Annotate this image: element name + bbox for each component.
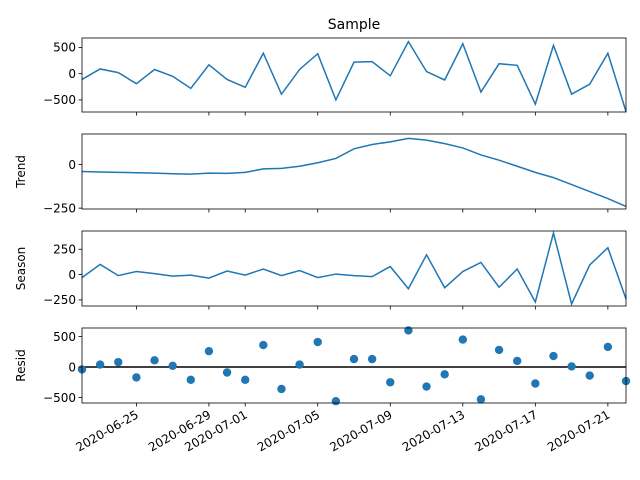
- panel-resid-point: [603, 342, 613, 352]
- panel-resid-point: [476, 395, 486, 404]
- xtick-label: 2020-07-17: [472, 407, 539, 454]
- panel-resid-point: [114, 357, 123, 367]
- panel-season-ytick-label: 250: [53, 243, 76, 257]
- xtick-label: 2020-07-09: [327, 407, 394, 454]
- xtick-label: 2020-07-05: [255, 407, 322, 454]
- panel-resid-point: [440, 370, 449, 379]
- panel-observed-series-line: [81, 40, 627, 112]
- panel-resid-ytick-label: 500: [53, 330, 76, 344]
- xtick-label: 2020-07-13: [400, 407, 467, 454]
- panel-observed-ytick-label: −500: [43, 93, 76, 107]
- panel-resid-point: [132, 373, 141, 382]
- panel-resid-point: [204, 346, 214, 356]
- panel-trend-ytick-label: −250: [43, 201, 76, 215]
- panel-trend-series-line: [81, 137, 627, 208]
- panel-resid-point: [259, 340, 268, 350]
- xtick-label: 2020-06-25: [73, 407, 140, 454]
- panel-resid-point: [95, 360, 105, 369]
- panel-resid-ytick-label: 0: [68, 360, 76, 374]
- panel-trend-ytick-label: 0: [68, 158, 76, 172]
- panel-resid-point: [349, 354, 359, 364]
- panel-resid-point: [331, 396, 341, 406]
- panel-trend-frame: [81, 133, 627, 210]
- panel-resid-point: [367, 354, 377, 364]
- panel-observed-ytick-label: 500: [53, 41, 76, 55]
- panel-resid-point: [186, 375, 195, 385]
- panel-resid-point: [150, 356, 159, 365]
- panel-resid-point: [567, 362, 576, 371]
- panel-resid-point: [277, 384, 286, 394]
- panel-resid-point: [222, 368, 232, 377]
- panel-resid-point: [386, 378, 395, 387]
- panel-resid-point: [513, 356, 522, 366]
- panel-season-ytick-label: −250: [43, 293, 76, 307]
- panel-season-frame: [81, 230, 627, 307]
- panel-resid-ytick-label: −500: [43, 391, 76, 405]
- panel-resid-point: [494, 345, 504, 355]
- panel-observed-frame: [81, 37, 627, 113]
- panel-resid-point: [313, 337, 322, 347]
- panel-season-ylabel: Season: [14, 247, 28, 291]
- panel-resid-point: [585, 371, 594, 380]
- panel-resid-point: [404, 326, 413, 335]
- panel-resid-ylabel: Resid: [14, 349, 28, 381]
- panel-resid-point: [531, 379, 540, 388]
- panel-resid-point: [549, 351, 558, 361]
- panel-resid-point: [295, 360, 304, 369]
- panel-observed-ytick-label: 0: [68, 67, 76, 81]
- panel-season-ytick-label: 0: [68, 268, 76, 282]
- panel-resid-point: [458, 335, 467, 344]
- panel-resid-point: [422, 382, 431, 391]
- panel-trend-ylabel: Trend: [14, 155, 28, 189]
- panel-resid-point: [168, 361, 177, 371]
- panel-resid-point: [241, 375, 250, 385]
- panel-season-series-line: [81, 230, 627, 307]
- panel-resid-frame: [81, 327, 627, 404]
- chart-title: Sample: [328, 17, 381, 33]
- xtick-label: 2020-07-21: [545, 407, 612, 454]
